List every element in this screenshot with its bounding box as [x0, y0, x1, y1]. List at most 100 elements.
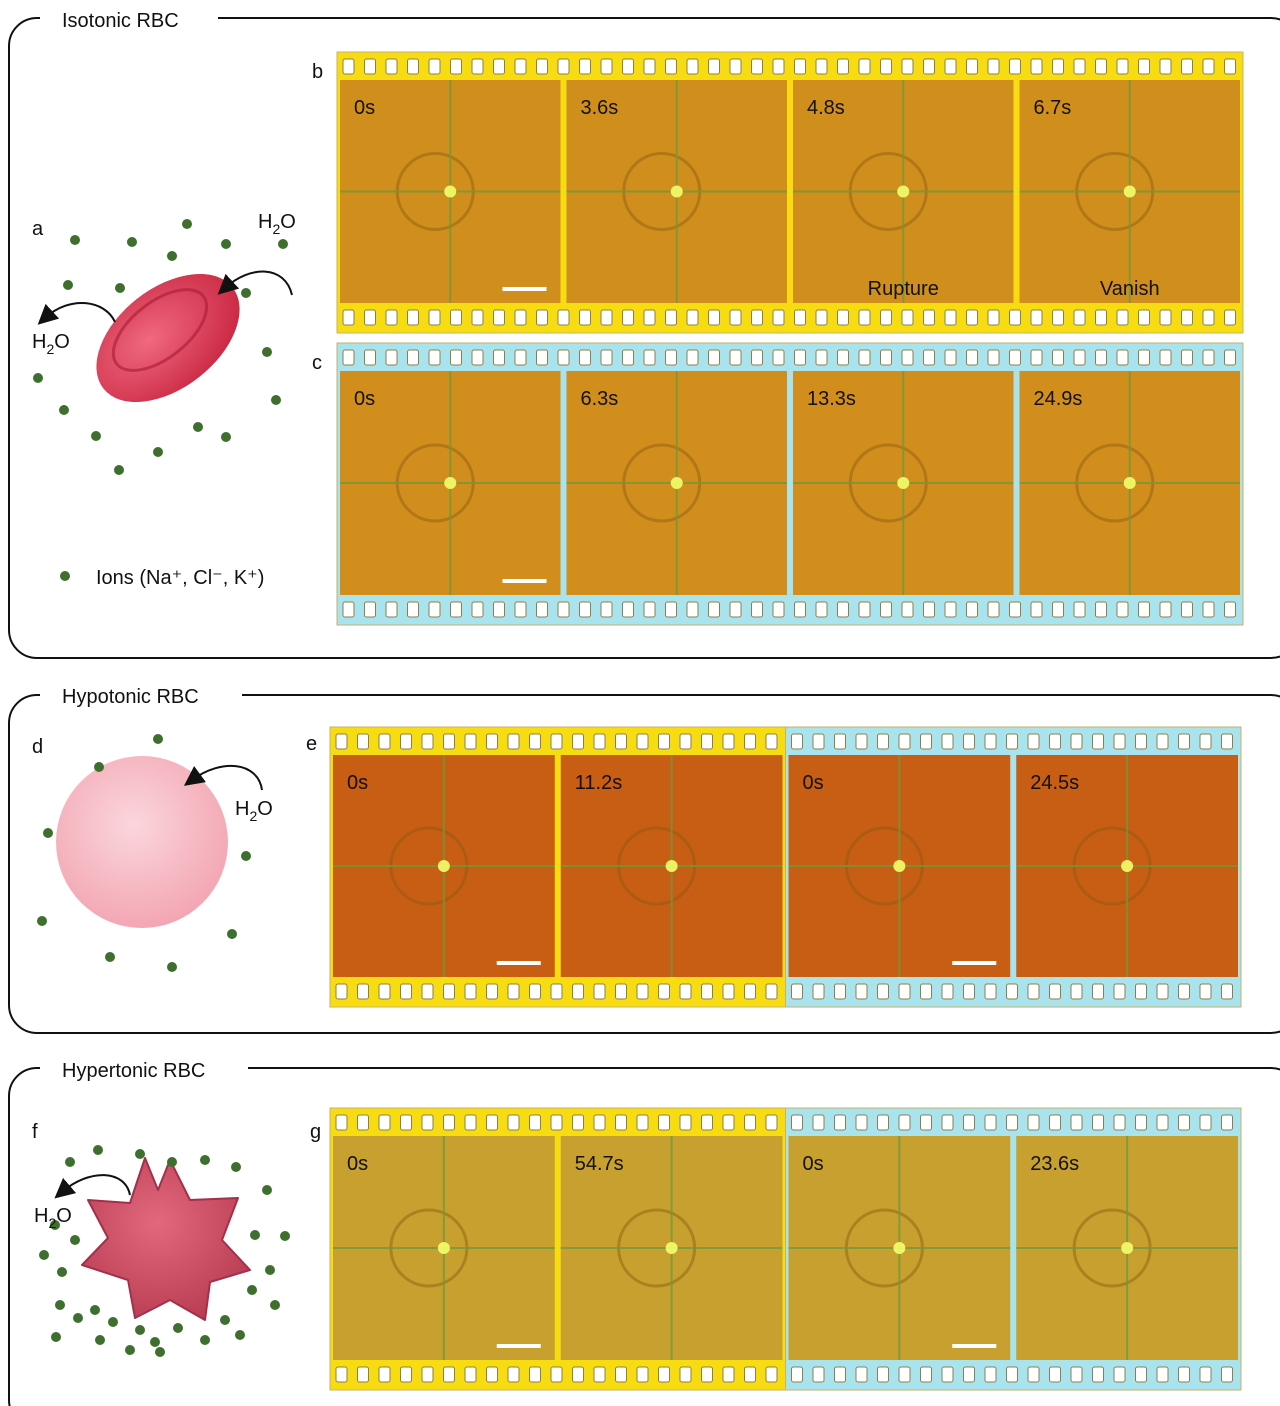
ion-dot: [167, 1157, 177, 1167]
sprocket: [966, 601, 978, 618]
ion-dot: [125, 1345, 135, 1355]
focus-spot: [1123, 185, 1136, 198]
sprocket: [984, 1114, 997, 1131]
sprocket: [486, 733, 498, 750]
annotation: Vanish: [1100, 278, 1160, 300]
sprocket: [572, 733, 584, 750]
ion-dot: [135, 1149, 145, 1159]
sprocket: [428, 349, 441, 366]
time-label: 0s: [354, 388, 375, 410]
sprocket: [658, 1114, 670, 1131]
sprocket: [765, 983, 778, 1000]
sprocket: [471, 58, 484, 75]
sprocket: [658, 983, 670, 1000]
sprocket: [593, 1114, 606, 1131]
sprocket: [643, 309, 656, 326]
sprocket: [1159, 601, 1172, 618]
sprocket: [464, 1366, 477, 1383]
ion-dot: [65, 1157, 75, 1167]
time-label: 3.6s: [581, 97, 619, 119]
sprocket: [1009, 58, 1021, 75]
sprocket: [1030, 349, 1043, 366]
sprocket: [1181, 309, 1193, 326]
section-box: [8, 1067, 1280, 1406]
sprocket: [421, 733, 434, 750]
sprocket: [529, 983, 541, 1000]
sprocket: [984, 1366, 997, 1383]
sprocket: [1178, 1114, 1190, 1131]
sprocket: [944, 349, 957, 366]
ion-dot: [95, 1335, 105, 1345]
sprocket: [880, 601, 892, 618]
sprocket: [557, 58, 570, 75]
ion-dots: [37, 734, 251, 972]
sprocket: [1202, 349, 1215, 366]
film-strips: 0s 3.6s 4.8s Rupture 6.7s Vanish 0s 6.3s 13.3s 24…: [329, 51, 1244, 1391]
sprocket: [772, 349, 785, 366]
sprocket: [421, 1366, 434, 1383]
sprocket: [1092, 733, 1104, 750]
ion-dot: [262, 1185, 272, 1195]
focus-spot: [444, 185, 457, 198]
ion-dot: [90, 1305, 100, 1315]
sprocket: [378, 733, 391, 750]
sprocket: [450, 58, 462, 75]
sprocket: [1224, 58, 1236, 75]
ion-dot: [235, 1330, 245, 1340]
sprocket: [729, 349, 742, 366]
sprocket: [378, 1114, 391, 1131]
sprocket: [1052, 349, 1064, 366]
sprocket: [791, 983, 803, 1000]
sprocket: [507, 1114, 520, 1131]
sprocket: [923, 601, 935, 618]
sprocket: [1138, 601, 1150, 618]
sprocket: [400, 733, 412, 750]
time-label: 0s: [803, 1153, 824, 1175]
sprocket: [1221, 983, 1233, 1000]
sprocket: [342, 349, 355, 366]
sprocket: [1073, 349, 1086, 366]
sprocket: [1116, 309, 1129, 326]
sprocket: [679, 733, 692, 750]
sprocket: [529, 1114, 541, 1131]
sprocket: [335, 1366, 348, 1383]
panel-letter: a: [32, 218, 44, 240]
sprocket: [708, 58, 720, 75]
focus-spot: [665, 860, 678, 872]
sprocket: [357, 1114, 369, 1131]
sprocket: [572, 983, 584, 1000]
sprocket: [898, 1366, 911, 1383]
sprocket: [486, 983, 498, 1000]
sprocket: [686, 601, 699, 618]
sprocket: [493, 58, 505, 75]
sprocket: [794, 349, 806, 366]
sprocket: [963, 733, 975, 750]
sprocket: [507, 1366, 520, 1383]
sprocket: [812, 1366, 825, 1383]
sprocket: [855, 1114, 868, 1131]
sprocket: [679, 983, 692, 1000]
ion-dot: [135, 1325, 145, 1335]
sprocket: [1030, 601, 1043, 618]
sprocket: [1006, 1114, 1018, 1131]
sprocket: [920, 983, 932, 1000]
sprocket: [593, 1366, 606, 1383]
sprocket: [701, 1366, 713, 1383]
sprocket: [772, 58, 785, 75]
sprocket: [1027, 983, 1040, 1000]
sprocket: [815, 309, 828, 326]
sprocket: [335, 1114, 348, 1131]
sprocket: [722, 1114, 735, 1131]
ion-dot: [250, 1230, 260, 1240]
sprocket: [579, 349, 591, 366]
time-label: 0s: [347, 772, 368, 794]
focus-spot: [665, 1242, 678, 1254]
sprocket: [364, 58, 376, 75]
sprocket: [701, 1114, 713, 1131]
sprocket: [966, 309, 978, 326]
focus-spot: [897, 185, 910, 198]
sprocket: [385, 58, 398, 75]
sprocket: [1027, 1114, 1040, 1131]
sprocket: [944, 309, 957, 326]
time-label: 13.3s: [807, 388, 856, 410]
